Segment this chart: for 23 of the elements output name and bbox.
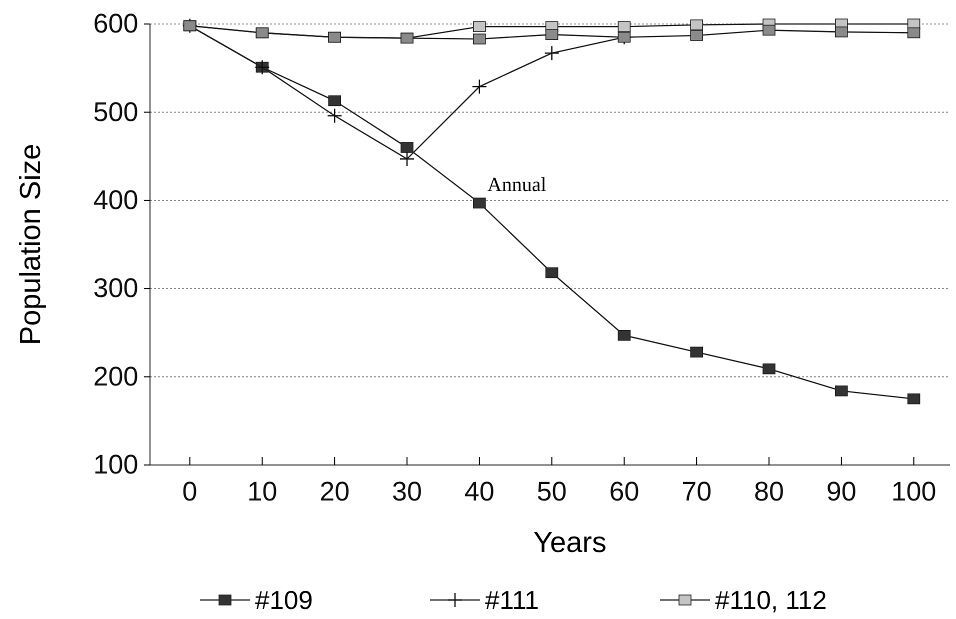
x-tick-label: 10 xyxy=(247,476,278,506)
x-tick-label: 50 xyxy=(536,476,567,506)
x-tick-label: 90 xyxy=(826,476,856,506)
x-tick-label: 60 xyxy=(609,476,640,506)
y-tick-label: 300 xyxy=(93,273,138,304)
y-axis-title: Population Size xyxy=(15,144,47,346)
x-axis-title: Years xyxy=(533,527,606,559)
x-tick-label: 70 xyxy=(682,476,712,506)
legend-label: #111 xyxy=(485,585,539,615)
x-tick-label: 100 xyxy=(891,476,936,506)
x-tick-label: 30 xyxy=(392,476,422,506)
y-tick-label: 400 xyxy=(93,185,138,216)
y-tick-label: 600 xyxy=(93,8,138,39)
y-tick-label: 200 xyxy=(93,361,138,392)
y-tick-label: 100 xyxy=(93,450,138,480)
x-tick-label: 40 xyxy=(464,476,494,506)
x-tick-label: 20 xyxy=(320,476,350,506)
x-tick-label: 80 xyxy=(754,476,784,506)
annotation: Annual xyxy=(487,174,547,196)
legend-label: #110, 112 xyxy=(715,585,827,615)
legend-label: #109 xyxy=(255,585,313,615)
x-tick-label: 0 xyxy=(182,476,198,506)
y-tick-label: 500 xyxy=(93,96,138,127)
